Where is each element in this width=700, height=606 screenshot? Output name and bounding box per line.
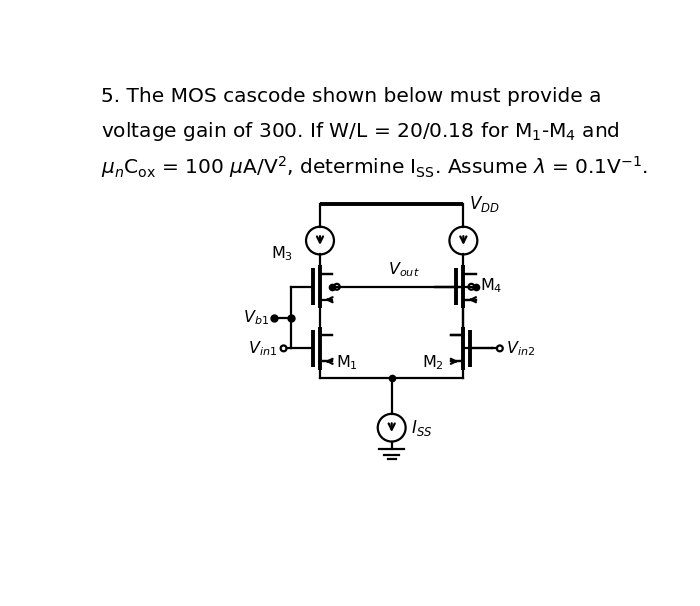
Text: M$_2$: M$_2$ [421, 353, 444, 371]
Text: voltage gain of 300. If W/L = 20/0.18 for M$_1$-M$_4$ and: voltage gain of 300. If W/L = 20/0.18 fo… [102, 121, 620, 144]
Text: 5. The MOS cascode shown below must provide a: 5. The MOS cascode shown below must prov… [102, 87, 602, 105]
Text: V$_{DD}$: V$_{DD}$ [469, 195, 500, 215]
Text: $\mu_n$C$_{\rm ox}$ = 100 $\mu$A/V$^2$, determine I$_{\rm SS}$. Assume $\lambda$: $\mu_n$C$_{\rm ox}$ = 100 $\mu$A/V$^2$, … [102, 155, 649, 180]
Text: M$_4$: M$_4$ [480, 276, 502, 295]
Text: V$_{b1}$: V$_{b1}$ [244, 308, 270, 327]
Text: I$_{SS}$: I$_{SS}$ [411, 418, 433, 438]
Text: V$_{out}$: V$_{out}$ [389, 261, 420, 279]
Text: M$_3$: M$_3$ [271, 244, 293, 263]
Text: M$_1$: M$_1$ [335, 353, 358, 371]
Text: V$_{in2}$: V$_{in2}$ [506, 339, 535, 358]
Text: V$_{in1}$: V$_{in1}$ [248, 339, 277, 358]
